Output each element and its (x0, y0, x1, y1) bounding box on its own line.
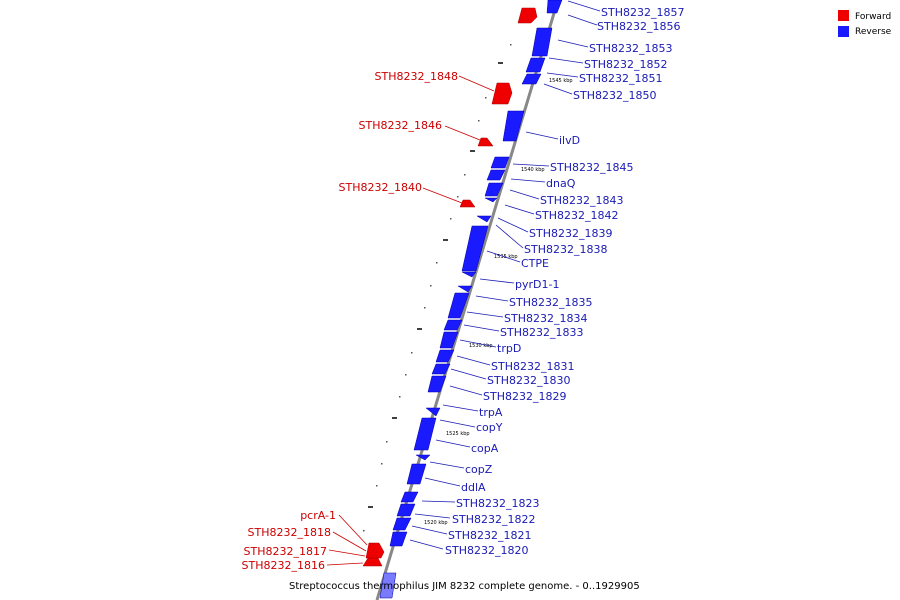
gene-label: STH8232_1834 (504, 312, 587, 325)
axis-minor-ticks (363, 44, 512, 532)
gene-label: pyrD1-1 (515, 278, 559, 291)
legend-forward-swatch (838, 10, 849, 21)
gene-label: dnaQ (546, 177, 576, 190)
gene-label: STH8232_1856 (597, 20, 680, 33)
gene-label: ddlA (461, 481, 486, 494)
forward-connectors (326, 75, 495, 566)
gene-label: STH8232_1853 (589, 42, 672, 55)
gene-label: STH8232_1820 (445, 544, 528, 557)
gene-label: STH8232_1829 (483, 390, 566, 403)
gene-label: STH8232_1843 (540, 194, 623, 207)
gene-label: copY (476, 421, 503, 434)
genome-caption: Streptococcus thermophilus JIM 8232 comp… (289, 581, 640, 592)
gene-label: STH8232_1848 (375, 70, 458, 83)
gene-label: copZ (465, 463, 493, 476)
gene-label: STH8232_1823 (456, 497, 539, 510)
gene-label: STH8232_1835 (509, 296, 592, 309)
legend: Forward Reverse (838, 10, 892, 37)
gene-label: STH8232_1831 (491, 360, 574, 373)
gene-label: pcrA-1 (300, 509, 336, 522)
gene-label: ilvD (559, 134, 580, 147)
kbp-label: 1520 kbp (424, 520, 448, 526)
gene-label: STH8232_1833 (500, 326, 583, 339)
gene-label: STH8232_1842 (535, 209, 618, 222)
gene-label: STH8232_1852 (584, 58, 667, 71)
kbp-label: 1530 kbp (469, 343, 493, 349)
gene-label: STH8232_1821 (448, 529, 531, 542)
gene-label: STH8232_1816 (242, 559, 325, 572)
gene-label: STH8232_1850 (573, 89, 656, 102)
gene-label: CTPE (521, 257, 549, 270)
gene-label: STH8232_1838 (524, 243, 607, 256)
forward-gene-blocks (362, 7, 538, 567)
legend-reverse-swatch (838, 26, 849, 37)
legend-reverse-label: Reverse (855, 27, 892, 37)
reverse-gene-blocks (379, 0, 563, 599)
gene-label: STH8232_1839 (529, 227, 612, 240)
gene-label: trpD (497, 342, 521, 355)
gene-label: copA (471, 442, 499, 455)
kbp-label: 1545 kbp (549, 78, 573, 84)
gene-label: trpA (479, 406, 503, 419)
kbp-label: 1525 kbp (446, 431, 470, 437)
gene-label: STH8232_1817 (244, 545, 327, 558)
gene-label: STH8232_1845 (550, 161, 633, 174)
reverse-connectors (409, 0, 601, 550)
gene-label: STH8232_1846 (359, 119, 442, 132)
axis-ticks (368, 62, 503, 508)
gene-label: STH8232_1857 (601, 6, 684, 19)
legend-forward-label: Forward (855, 12, 891, 22)
gene-label: STH8232_1822 (452, 513, 535, 526)
gene-label: STH8232_1818 (248, 526, 331, 539)
gene-label: STH8232_1830 (487, 374, 570, 387)
gene-label: STH8232_1840 (339, 181, 422, 194)
forward-gene-labels: STH8232_1848 STH8232_1846 STH8232_1840 p… (242, 70, 458, 572)
gene-label: STH8232_1851 (579, 72, 662, 85)
kbp-label: 1540 kbp (521, 167, 545, 173)
reverse-gene-labels: STH8232_1857 STH8232_1856 STH8232_1853 S… (445, 6, 684, 557)
